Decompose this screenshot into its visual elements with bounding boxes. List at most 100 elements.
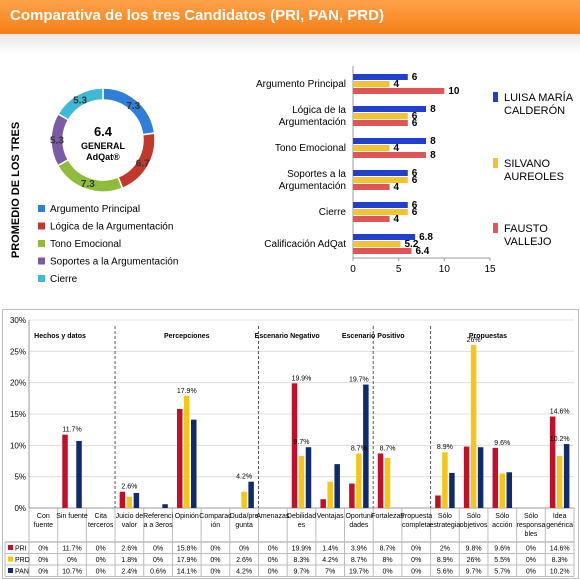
- category-label: ión: [211, 522, 220, 529]
- hbar-value-label: 6: [412, 111, 418, 122]
- vbar: [184, 395, 190, 508]
- vbar: [320, 499, 326, 508]
- table-cell: 8.3%: [294, 557, 310, 564]
- vbar: [177, 408, 183, 508]
- hbar-value-label: 6: [412, 72, 418, 83]
- category-label: Debilidad: [287, 513, 316, 520]
- table-cell: 0%: [268, 546, 278, 553]
- table-cell: 2.6%: [121, 546, 137, 553]
- donut-slice-label: 5.3: [50, 135, 64, 146]
- hbar: [353, 81, 390, 87]
- hbar-value-label: 6.4: [415, 246, 429, 257]
- table-cell: 0%: [210, 569, 220, 576]
- category-label: Calificación AdQat: [264, 239, 346, 250]
- y-tick-label: 10%: [10, 441, 26, 450]
- bar-annotation: 8.7%: [380, 445, 396, 452]
- table-cell: 0%: [38, 546, 48, 553]
- vbar: [305, 447, 312, 508]
- hbar-value-label: 4: [394, 143, 400, 154]
- x-tick-label: 5: [396, 264, 402, 275]
- category-label: Cita: [94, 513, 107, 520]
- category-label: Sólo: [438, 513, 452, 520]
- table-cell: 14.6%: [550, 546, 570, 553]
- vbar: [334, 464, 340, 508]
- bar-annotation: 8.9%: [437, 444, 453, 451]
- group-label: Hechos y datos: [34, 333, 86, 340]
- hbar-value-label: 4: [394, 79, 400, 90]
- vbar: [506, 472, 513, 508]
- table-cell: 0%: [526, 557, 536, 564]
- table-cell: 2.6%: [236, 557, 252, 564]
- hbar-value-label: 4: [394, 182, 400, 193]
- category-label: acción: [492, 522, 512, 529]
- x-tick-label: 0: [350, 264, 356, 275]
- table-cell: 7%: [325, 569, 335, 576]
- hbar-value-label: 6: [412, 207, 418, 218]
- table-cell: 5.5%: [494, 557, 510, 564]
- donut-slice-label: 7.3: [81, 179, 95, 190]
- legend-label: FAUSTO: [504, 223, 548, 235]
- category-label: Soportes a la: [287, 169, 346, 180]
- vbar: [363, 384, 369, 508]
- vbar: [349, 483, 355, 508]
- group-label: Escenario Positivo: [342, 333, 405, 340]
- hbar: [353, 74, 408, 80]
- vbar: [119, 491, 126, 508]
- table-cell: 9.8%: [466, 546, 482, 553]
- hbar-value-label: 6: [412, 168, 418, 179]
- table-cell: 0%: [411, 569, 421, 576]
- title-bar: Comparativa de los tres Candidatos (PRI,…: [0, 0, 580, 34]
- legend-swatch: [493, 92, 498, 102]
- table-cell: 0%: [96, 569, 106, 576]
- bottom-chart: 0% 5% 10% 15% 20% 25% 30% Hechos y datos Percepc…: [4, 316, 575, 577]
- table-cell: 10.2%: [550, 569, 570, 576]
- hbar: [353, 177, 408, 183]
- donut-slice-label: 7.3: [126, 101, 140, 112]
- category-label: Sólo: [524, 513, 538, 520]
- category-label: Propuesta: [400, 513, 432, 520]
- hbar: [353, 152, 427, 158]
- hbar: [353, 145, 390, 151]
- category-label: Argumentación: [279, 181, 346, 192]
- category-label: gunta: [235, 522, 253, 529]
- donut-slice-label: 6.7: [136, 159, 150, 170]
- table-cell: 19.7%: [349, 569, 369, 576]
- table-cell: 0%: [382, 569, 392, 576]
- legend-label: SILVANO: [504, 158, 550, 170]
- table-cell: 19.9%: [292, 546, 312, 553]
- legend-label: AUREOLES: [504, 171, 564, 183]
- vbar: [463, 446, 470, 508]
- bar-annotation: 26%: [467, 337, 481, 344]
- hbar-value-label: 6: [412, 118, 418, 129]
- table-cell: 11.7%: [62, 546, 81, 553]
- vbar: [563, 444, 570, 508]
- category-label: Lógica de la: [292, 105, 346, 116]
- category-label: Argumentación: [279, 117, 346, 128]
- hbar-value-label: 5.2: [404, 239, 418, 250]
- hbar: [353, 170, 408, 176]
- vbar: [298, 455, 305, 508]
- table-cell: 0.6%: [150, 569, 166, 576]
- vbar: [549, 416, 556, 508]
- y-tick-label: 25%: [10, 347, 26, 356]
- header-band: [0, 34, 580, 54]
- category-label: Sólo: [467, 513, 481, 520]
- bar-annotation: 2.6%: [121, 484, 137, 491]
- bar-annotation: 19.7%: [349, 377, 369, 384]
- hbar: [353, 184, 390, 190]
- series-label: PAN: [15, 569, 29, 576]
- vbar: [499, 473, 506, 508]
- category-label: estrategia: [430, 522, 461, 529]
- table-cell: 8.3%: [552, 557, 568, 564]
- legend-swatch: [38, 275, 45, 282]
- category-label: Comparac: [199, 513, 232, 520]
- category-label: a a 3eros: [143, 522, 173, 529]
- category-label: completa: [402, 522, 431, 529]
- category-label: Duda/pre: [230, 513, 259, 520]
- table-cell: 8%: [382, 557, 392, 564]
- legend-swatch: [38, 222, 45, 230]
- table-cell: 2%: [440, 546, 450, 553]
- hbar-value-label: 8: [430, 136, 436, 147]
- table-cell: 8.7%: [380, 546, 396, 553]
